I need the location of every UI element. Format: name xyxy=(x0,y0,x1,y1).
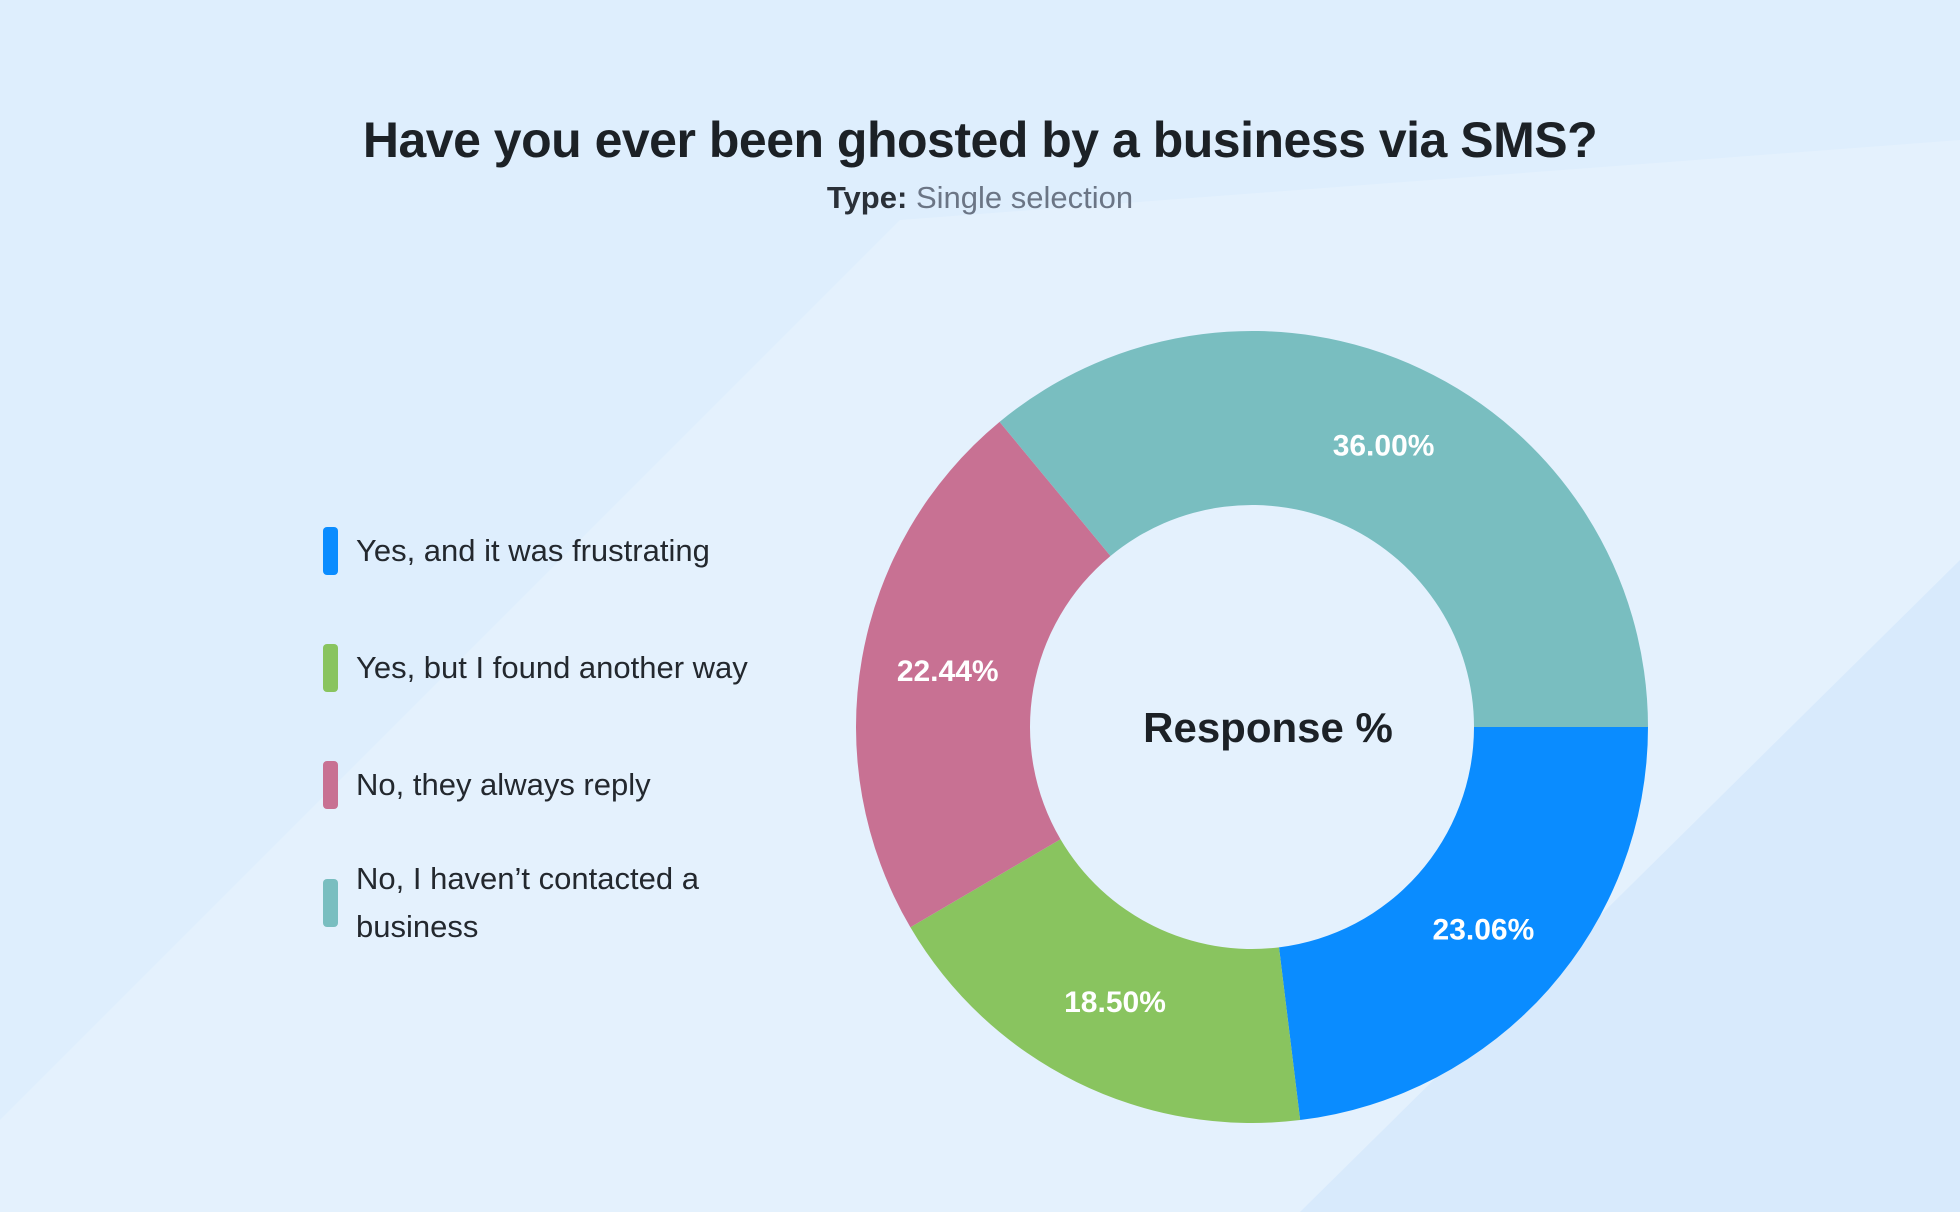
donut-value-label-yes-frustrating: 23.06% xyxy=(1433,914,1535,947)
legend-label: Yes, and it was frustrating xyxy=(356,533,710,568)
chart-title: Have you ever been ghosted by a business… xyxy=(362,112,1598,168)
donut-value-label-no-not-contacted: 36.00% xyxy=(1333,429,1435,462)
subtitle-type-label: Type: xyxy=(826,180,908,215)
legend-swatch xyxy=(323,527,338,575)
legend-swatch xyxy=(323,761,338,809)
legend-label: Yes, but I found another way xyxy=(356,650,748,685)
legend-label: No, they always reply xyxy=(356,767,651,802)
donut-slices xyxy=(856,330,1648,1123)
legend-swatch xyxy=(323,879,338,927)
chart-header: Have you ever been ghosted by a business… xyxy=(0,108,1960,220)
legend-label: No, I haven’t contacted a business xyxy=(356,861,699,944)
donut-slice-yes-another-way xyxy=(910,839,1301,1123)
donut-slice-yes-frustrating xyxy=(1278,727,1648,1121)
chart-subtitle: Type: Single selection xyxy=(0,176,1960,220)
donut-slice-no-always-reply xyxy=(856,421,1111,928)
donut-value-labels: 23.06% 18.50% 22.44% 36.00% xyxy=(897,429,1534,1019)
donut-slice-no-not-contacted xyxy=(999,330,1648,727)
donut-center-label: Response % xyxy=(1143,704,1393,751)
donut-value-label-no-always-reply: 22.44% xyxy=(897,655,999,688)
donut-value-label-yes-another-way: 18.50% xyxy=(1064,986,1166,1019)
legend-swatch xyxy=(323,644,338,692)
subtitle-type-value: Single selection xyxy=(915,180,1134,215)
